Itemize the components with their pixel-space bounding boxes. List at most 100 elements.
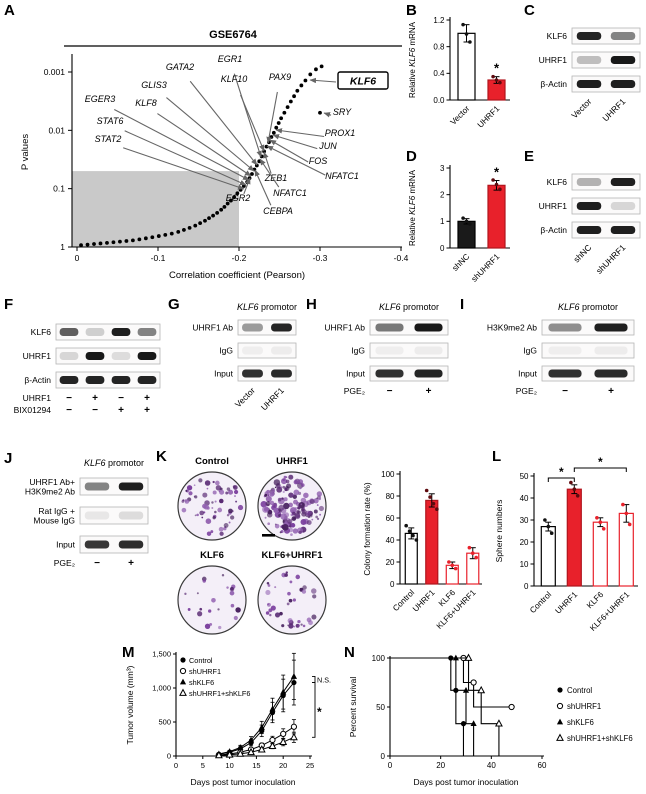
svg-text:H3K9me2 Ab: H3K9me2 Ab: [25, 486, 75, 496]
svg-text:UHRF1: UHRF1: [554, 590, 580, 616]
svg-text:KLF6 promotor: KLF6 promotor: [84, 458, 144, 468]
svg-text:0: 0: [390, 580, 395, 589]
svg-text:UHRF1: UHRF1: [23, 351, 52, 361]
panel-m: M 0 500 1,000 1,500 0 5 10 15 20 25 Days post tumo…: [120, 644, 342, 794]
svg-text:PAX9: PAX9: [269, 72, 291, 82]
svg-text:KLF6: KLF6: [547, 177, 568, 187]
svg-text:Control: Control: [195, 456, 229, 467]
chip-blot-klf6-promotor-h3k9me2-pge2: KLF6 promotor H3K9me2 Ab IgG Input PGE₂ − +: [487, 302, 635, 397]
svg-text:40: 40: [487, 761, 496, 770]
panel-a-label: A: [4, 2, 15, 19]
svg-text:2: 2: [440, 190, 445, 199]
svg-text:−: −: [92, 405, 98, 416]
panel-d: D 0 1 2 3 shNC * shUHRF1 Relative KLF6 mRNA: [404, 148, 522, 296]
svg-text:Rat IgG +: Rat IgG +: [38, 506, 75, 516]
svg-text:20: 20: [279, 761, 287, 770]
svg-text:+: +: [118, 405, 124, 416]
svg-text:β-Actin: β-Actin: [540, 225, 567, 235]
svg-text:60: 60: [386, 514, 395, 523]
svg-text:KLF6 promotor: KLF6 promotor: [379, 302, 439, 312]
svg-text:+: +: [128, 558, 134, 569]
panel-b: B 0.0 0.4 0.8 1.2 Vector * UHRF1 Relative KLF6 …: [404, 2, 522, 148]
svg-text:0.001: 0.001: [44, 67, 66, 77]
svg-text:*: *: [494, 165, 500, 180]
svg-text:ZEB1: ZEB1: [264, 173, 288, 183]
svg-text:JUN: JUN: [318, 141, 337, 151]
svg-text:-0.1: -0.1: [151, 253, 166, 263]
svg-text:Days post tumor inoculation: Days post tumor inoculation: [414, 777, 519, 787]
western-blot-shnc-shuhrf1: KLF6 UHRF1 β-Actin shNC shUHRF1: [539, 173, 641, 276]
svg-text:Colony formation rate (%): Colony formation rate (%): [363, 482, 372, 576]
svg-text:0.4: 0.4: [433, 69, 445, 78]
gse6764-correlation-scatter-plot: GSE6764 0.001 0.01 0.1 10 -0.1 -0.2 -0.3 -0.4 Cor…: [20, 29, 409, 281]
svg-text:1,500: 1,500: [152, 650, 171, 659]
svg-text:20: 20: [436, 761, 445, 770]
svg-text:β-Actin: β-Actin: [540, 79, 567, 89]
svg-text:*: *: [317, 705, 322, 719]
svg-text:Days post tumor inoculation: Days post tumor inoculation: [191, 777, 296, 787]
svg-text:Vector: Vector: [233, 385, 257, 409]
svg-text:0.01: 0.01: [48, 125, 65, 135]
svg-text:1: 1: [60, 242, 65, 252]
svg-text:Sphere numbers: Sphere numbers: [494, 500, 504, 563]
panel-c-label: C: [524, 2, 535, 19]
svg-text:KLF6: KLF6: [350, 76, 376, 88]
svg-text:15: 15: [252, 761, 260, 770]
svg-text:KLF6: KLF6: [547, 31, 568, 41]
panel-a: A GSE6764 0.001 0.01 0.1 1 0 -0.1 -0.2 -0.3 -0.4 C…: [2, 2, 410, 294]
panel-g-label: G: [168, 296, 180, 313]
svg-text:KLF10: KLF10: [221, 74, 248, 84]
panel-n: N 0 50 100 0 20 40 60 Days post tumor inoculati…: [342, 644, 646, 794]
svg-text:50: 50: [520, 472, 529, 481]
svg-text:−: −: [94, 558, 100, 569]
svg-text:IgG: IgG: [351, 346, 365, 356]
svg-text:100: 100: [372, 654, 386, 663]
svg-text:40: 40: [520, 494, 529, 503]
svg-text:IgG: IgG: [219, 346, 233, 356]
svg-text:PGE₂: PGE₂: [344, 386, 365, 396]
svg-text:0: 0: [75, 253, 80, 263]
svg-text:Control: Control: [528, 590, 553, 615]
svg-text:EGR1: EGR1: [218, 54, 243, 64]
svg-text:0.0: 0.0: [433, 96, 445, 105]
svg-text:−: −: [387, 386, 393, 397]
svg-text:H3K9me2 Ab: H3K9me2 Ab: [487, 323, 537, 333]
svg-text:shKLF6: shKLF6: [189, 678, 214, 687]
panel-c: C KLF6 UHRF1 β-Actin Vector UHRF1: [522, 2, 646, 148]
panel-g: G KLF6 promotor UHRF1 Ab IgG Input Vector UHR…: [166, 296, 304, 450]
panel-m-label: M: [122, 644, 135, 661]
svg-text:shUHRF1: shUHRF1: [567, 702, 601, 711]
svg-text:Vector: Vector: [449, 104, 472, 127]
svg-text:+: +: [144, 393, 150, 404]
chip-blot-klf6-promotor-vector-uhrf1: KLF6 promotor UHRF1 Ab IgG Input Vector UHRF1: [192, 302, 297, 412]
svg-text:3: 3: [440, 164, 445, 173]
svg-text:β-Actin: β-Actin: [24, 375, 51, 385]
chip-blot-klf6-promotor-uhrf1-pge2: KLF6 promotor UHRF1 Ab IgG Input PGE₂ − +: [324, 302, 449, 397]
svg-text:KLF6+UHRF1: KLF6+UHRF1: [262, 550, 324, 561]
svg-text:N.S.: N.S.: [317, 675, 331, 684]
svg-text:NFATC1: NFATC1: [325, 171, 359, 181]
svg-text:Input: Input: [56, 540, 76, 550]
panel-d-label: D: [406, 148, 417, 165]
panel-i-label: I: [460, 296, 465, 313]
svg-text:KLF6 promotor: KLF6 promotor: [237, 302, 297, 312]
svg-text:5: 5: [201, 761, 205, 770]
svg-text:25: 25: [306, 761, 314, 770]
svg-text:IgG: IgG: [523, 346, 537, 356]
panel-l-label: L: [492, 448, 502, 465]
svg-text:UHRF1: UHRF1: [476, 104, 502, 130]
svg-text:PGE₂: PGE₂: [54, 558, 75, 568]
svg-text:20: 20: [386, 558, 395, 567]
svg-text:-0.3: -0.3: [313, 253, 328, 263]
svg-text:UHRF1: UHRF1: [411, 588, 437, 614]
svg-text:Relative KLF6 mRNA: Relative KLF6 mRNA: [408, 21, 417, 98]
svg-text:UHRF1 Ab: UHRF1 Ab: [192, 323, 233, 333]
svg-text:UHRF1 Ab+: UHRF1 Ab+: [29, 477, 75, 487]
svg-text:+: +: [92, 393, 98, 404]
svg-text:30: 30: [520, 516, 529, 525]
svg-text:Vector: Vector: [569, 96, 593, 120]
svg-text:20: 20: [520, 538, 529, 547]
svg-text:0: 0: [167, 752, 171, 761]
svg-text:-0.2: -0.2: [232, 253, 247, 263]
